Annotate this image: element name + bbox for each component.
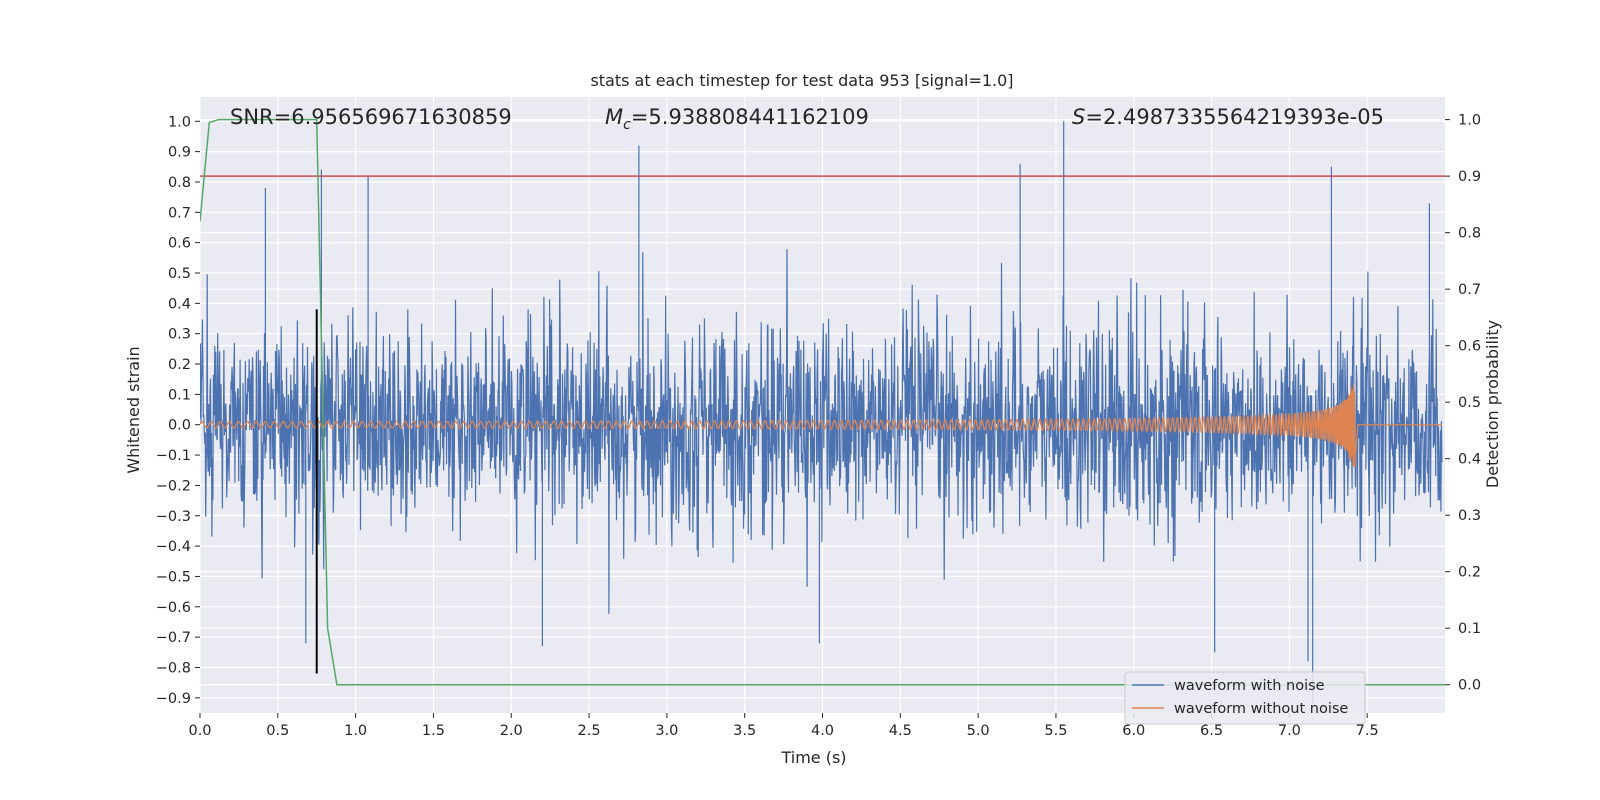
y-tick-label: 0.7: [168, 205, 191, 221]
x-tick-label: 1.0: [344, 723, 367, 739]
y-tick-label: −0.1: [156, 448, 191, 464]
y-tick-label: −0.7: [156, 630, 191, 646]
x-axis-label: Time (s): [780, 748, 846, 767]
y2-tick-label: 0.1: [1458, 621, 1481, 637]
x-tick-label: 0.5: [266, 723, 289, 739]
x-tick-label: 6.5: [1200, 723, 1223, 739]
x-axis-ticks: 0.0 0.5 1.0 1.5 2.0 2.5 3.0 3.5 4.0 4.5 5.0 5.5 6.0 6…: [188, 713, 1379, 739]
y-tick-label: 0.2: [168, 357, 191, 373]
y2-tick-label: 1.0: [1458, 113, 1481, 129]
y-tick-label: 0.5: [168, 266, 191, 282]
x-tick-label: 5.5: [1044, 723, 1067, 739]
x-tick-label: 4.0: [811, 723, 834, 739]
legend-label-without-noise: waveform without noise: [1174, 701, 1348, 717]
y-axis-label: Whitened strain: [124, 346, 143, 473]
y2-tick-label: 0.7: [1458, 282, 1481, 298]
y2-tick-label: 0.2: [1458, 565, 1481, 581]
y-tick-label: −0.3: [156, 509, 191, 525]
y-tick-label: −0.8: [156, 660, 191, 676]
y-tick-label: −0.2: [156, 478, 191, 494]
x-tick-label: 7.0: [1278, 723, 1301, 739]
y-tick-label: −0.9: [156, 691, 191, 707]
y2-tick-label: 0.9: [1458, 169, 1481, 185]
y-axis-ticks: −0.9 −0.8 −0.7 −0.6 −0.5 −0.4 −0.3 −0.2 −0.1 0.0 0…: [156, 114, 200, 707]
x-tick-label: 6.0: [1122, 723, 1145, 739]
chart-title: stats at each timestep for test data 953…: [590, 71, 1013, 90]
s-symbol: S: [1072, 105, 1085, 129]
y-tick-label: 0.6: [168, 236, 191, 252]
x-tick-label: 3.5: [733, 723, 756, 739]
plot-content: [200, 118, 1445, 704]
y-tick-label: 1.0: [168, 114, 191, 130]
y-tick-label: 0.4: [168, 296, 191, 312]
y2-tick-label: 0.0: [1458, 678, 1481, 694]
y2-tick-label: 0.5: [1458, 395, 1481, 411]
y2-axis-label: Detection probability: [1483, 320, 1502, 488]
chirp-mass-subscript: c: [623, 117, 631, 133]
y2-tick-label: 0.6: [1458, 339, 1481, 355]
legend-box: [1124, 671, 1366, 725]
y-tick-label: 0.3: [168, 327, 191, 343]
y-tick-label: −0.4: [156, 539, 191, 555]
series-detection-probability: [200, 118, 1445, 686]
x-tick-label: 4.5: [889, 723, 912, 739]
chirp-mass-annotation: Mc=5.938808441162109: [605, 105, 869, 133]
x-tick-label: 7.5: [1356, 723, 1379, 739]
x-tick-label: 2.0: [500, 723, 523, 739]
snr-annotation: SNR=6.956569671630859: [230, 105, 512, 129]
legend-label-with-noise: waveform with noise: [1174, 678, 1325, 694]
x-tick-label: 0.0: [188, 723, 211, 739]
s-value: =2.4987335564219393e-05: [1085, 105, 1384, 129]
series-waveform-without-noise: [200, 383, 1442, 468]
x-tick-label: 2.5: [578, 723, 601, 739]
y2-tick-label: 0.4: [1458, 452, 1481, 468]
y-tick-label: 0.9: [168, 145, 191, 161]
x-tick-label: 1.5: [422, 723, 445, 739]
legend: waveform with noise waveform without noi…: [1124, 671, 1366, 725]
chirp-mass-symbol: M: [605, 105, 623, 129]
y2-tick-label: 0.8: [1458, 226, 1481, 242]
y-tick-label: −0.6: [156, 600, 191, 616]
y-tick-label: −0.5: [156, 569, 191, 585]
y2-tick-label: 0.3: [1458, 508, 1481, 524]
chirp-mass-value: =5.938808441162109: [631, 105, 869, 129]
x-tick-label: 3.0: [655, 723, 678, 739]
y-tick-label: 0.0: [168, 418, 191, 434]
y2-axis-ticks: 0.0 0.1 0.2 0.3 0.4 0.5 0.6 0.7 0.8 0.9 1.0: [1445, 113, 1481, 694]
x-tick-label: 5.0: [967, 723, 990, 739]
s-annotation: S=2.4987335564219393e-05: [1072, 105, 1384, 129]
y-tick-label: 0.8: [168, 175, 191, 191]
y-tick-label: 0.1: [168, 387, 191, 403]
series-waveform-with-noise: [200, 121, 1443, 704]
